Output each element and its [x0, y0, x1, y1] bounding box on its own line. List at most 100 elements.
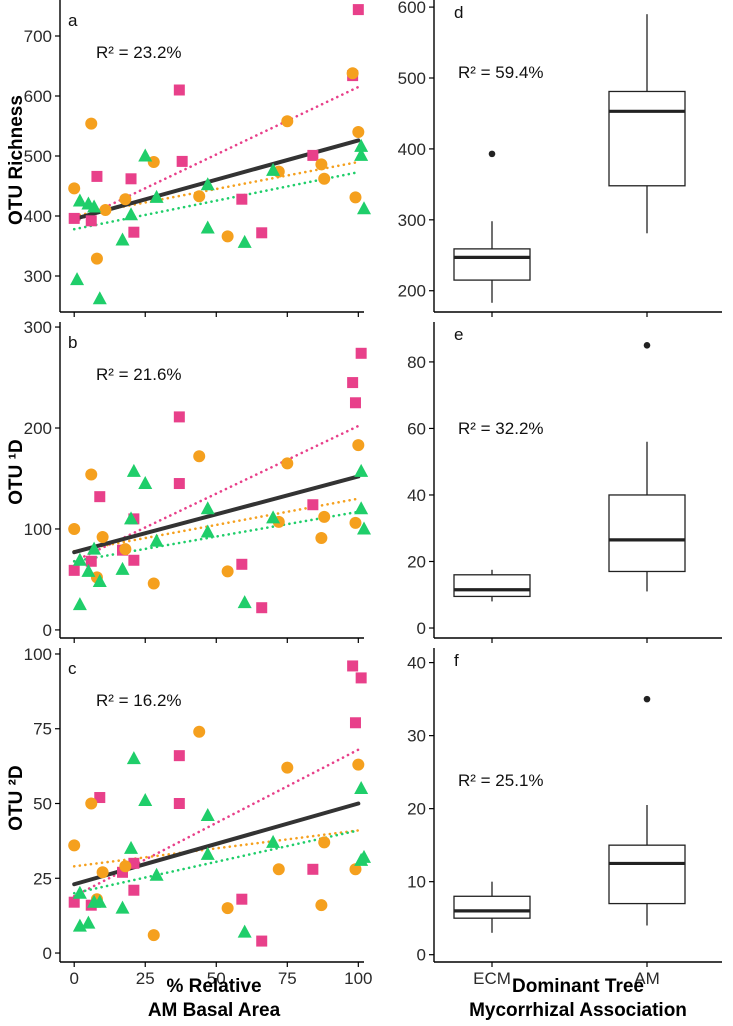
point-mixed-circle: [96, 531, 109, 544]
y-tick-label: 600: [398, 0, 426, 17]
y-tick-label: 75: [33, 720, 52, 739]
box-ecm: [453, 574, 531, 598]
point-mixed-circle: [221, 565, 234, 578]
point-am-triangle: [92, 894, 107, 908]
point-mixed-circle: [119, 543, 132, 556]
y-tick-label: 40: [407, 486, 426, 505]
point-mixed-circle: [193, 190, 206, 203]
point-ecm-square: [347, 377, 359, 389]
x-tick-label: AM: [634, 969, 660, 988]
y-tick-label: 700: [24, 27, 52, 46]
y-tick-label: 25: [33, 869, 52, 888]
y-tick-label: 100: [24, 645, 52, 664]
point-am-triangle: [357, 849, 371, 863]
point-am-triangle: [124, 840, 139, 854]
point-mixed-circle: [99, 204, 112, 216]
box-am: [608, 844, 686, 905]
panel-letter: f: [454, 651, 459, 670]
y-tick-label: 400: [398, 140, 426, 159]
box-am: [608, 90, 686, 187]
point-mixed-circle: [315, 899, 328, 912]
y-tick-label: 400: [24, 207, 52, 226]
r2-label: R² = 23.2%: [96, 43, 182, 62]
point-am-triangle: [354, 781, 369, 795]
point-ecm-square: [128, 884, 140, 896]
point-am-triangle: [87, 541, 102, 555]
point-mixed-circle: [318, 172, 331, 185]
left-x-title-line1: % Relative: [166, 976, 261, 997]
point-mixed-circle: [119, 193, 132, 206]
box-panel-f: 0 10 20 30 40 ECM AM f R² = 25.1%: [407, 648, 722, 988]
r2-label: R² = 21.6%: [96, 365, 182, 384]
scatter-panel-a: 300 400 500 600 700 a R² = 23.2%: [24, 0, 371, 317]
y-tick-label: 600: [24, 87, 52, 106]
point-mixed-circle: [349, 863, 362, 876]
y-tick-label: 30: [407, 727, 426, 746]
point-ecm-square: [94, 792, 106, 804]
point-am-triangle: [149, 867, 164, 881]
point-ecm-square: [236, 558, 248, 570]
point-am-triangle: [237, 234, 252, 248]
point-am-triangle: [70, 272, 85, 286]
fit-line-ecm: [72, 424, 360, 563]
point-am-triangle: [266, 834, 281, 848]
fit-line-am: [72, 170, 360, 231]
point-am-triangle: [72, 885, 87, 899]
y-tick-label: 40: [407, 654, 426, 673]
point-mixed-circle: [68, 182, 81, 195]
point-ecm-square: [236, 193, 248, 205]
point-mixed-circle: [352, 758, 365, 771]
point-mixed-circle: [221, 230, 234, 243]
outlier-am: [643, 695, 651, 703]
box-panel-d: 200 300 400 500 600 d R² = 59.4%: [398, 0, 722, 317]
point-mixed-circle: [272, 863, 285, 876]
r2-label: R² = 25.1%: [458, 771, 544, 790]
point-am-triangle: [81, 915, 96, 929]
point-mixed-circle: [281, 761, 294, 774]
point-am-triangle: [237, 595, 252, 609]
x-tick-label: 0: [69, 969, 78, 988]
point-ecm-square: [355, 672, 367, 684]
y-tick-label: 50: [33, 795, 52, 814]
y-tick-label: 0: [43, 621, 52, 640]
point-ecm-square: [349, 717, 361, 729]
point-ecm-square: [256, 227, 268, 239]
point-am-triangle: [138, 793, 153, 807]
point-ecm-square: [128, 226, 140, 238]
y-tick-label: 200: [24, 419, 52, 438]
point-ecm-square: [349, 397, 361, 409]
r2-label: R² = 32.2%: [458, 419, 544, 438]
point-am-triangle: [200, 501, 215, 515]
point-ecm-square: [68, 564, 80, 576]
fit-line-mixed: [72, 160, 360, 218]
box-ecm: [453, 895, 531, 919]
point-ecm-square: [307, 863, 319, 875]
y-tick-label: 200: [398, 282, 426, 301]
point-ecm-square: [236, 893, 248, 905]
panel-letter: a: [68, 11, 78, 30]
right-x-title-line1: Dominant Tree: [512, 976, 644, 997]
point-am-triangle: [126, 463, 141, 477]
y-tick-label: 60: [407, 419, 426, 438]
point-mixed-circle: [349, 191, 362, 204]
point-am-triangle: [200, 846, 215, 860]
point-am-triangle: [92, 573, 107, 587]
point-mixed-circle: [68, 522, 81, 535]
point-am-triangle: [72, 552, 87, 566]
point-ecm-square: [68, 212, 80, 224]
point-ecm-square: [85, 555, 97, 567]
x-tick-label: 100: [344, 969, 372, 988]
point-ecm-square: [94, 491, 106, 503]
point-ecm-square: [173, 84, 185, 96]
point-ecm-square: [355, 347, 367, 359]
x-tick-label: 75: [278, 969, 297, 988]
box-ecm: [453, 248, 531, 281]
point-am-triangle: [266, 162, 281, 176]
point-mixed-circle: [318, 836, 331, 849]
y-tick-label: 300: [24, 318, 52, 337]
point-mixed-circle: [346, 67, 359, 80]
point-ecm-square: [176, 155, 188, 167]
box-am: [608, 494, 686, 573]
point-mixed-circle: [85, 797, 98, 810]
